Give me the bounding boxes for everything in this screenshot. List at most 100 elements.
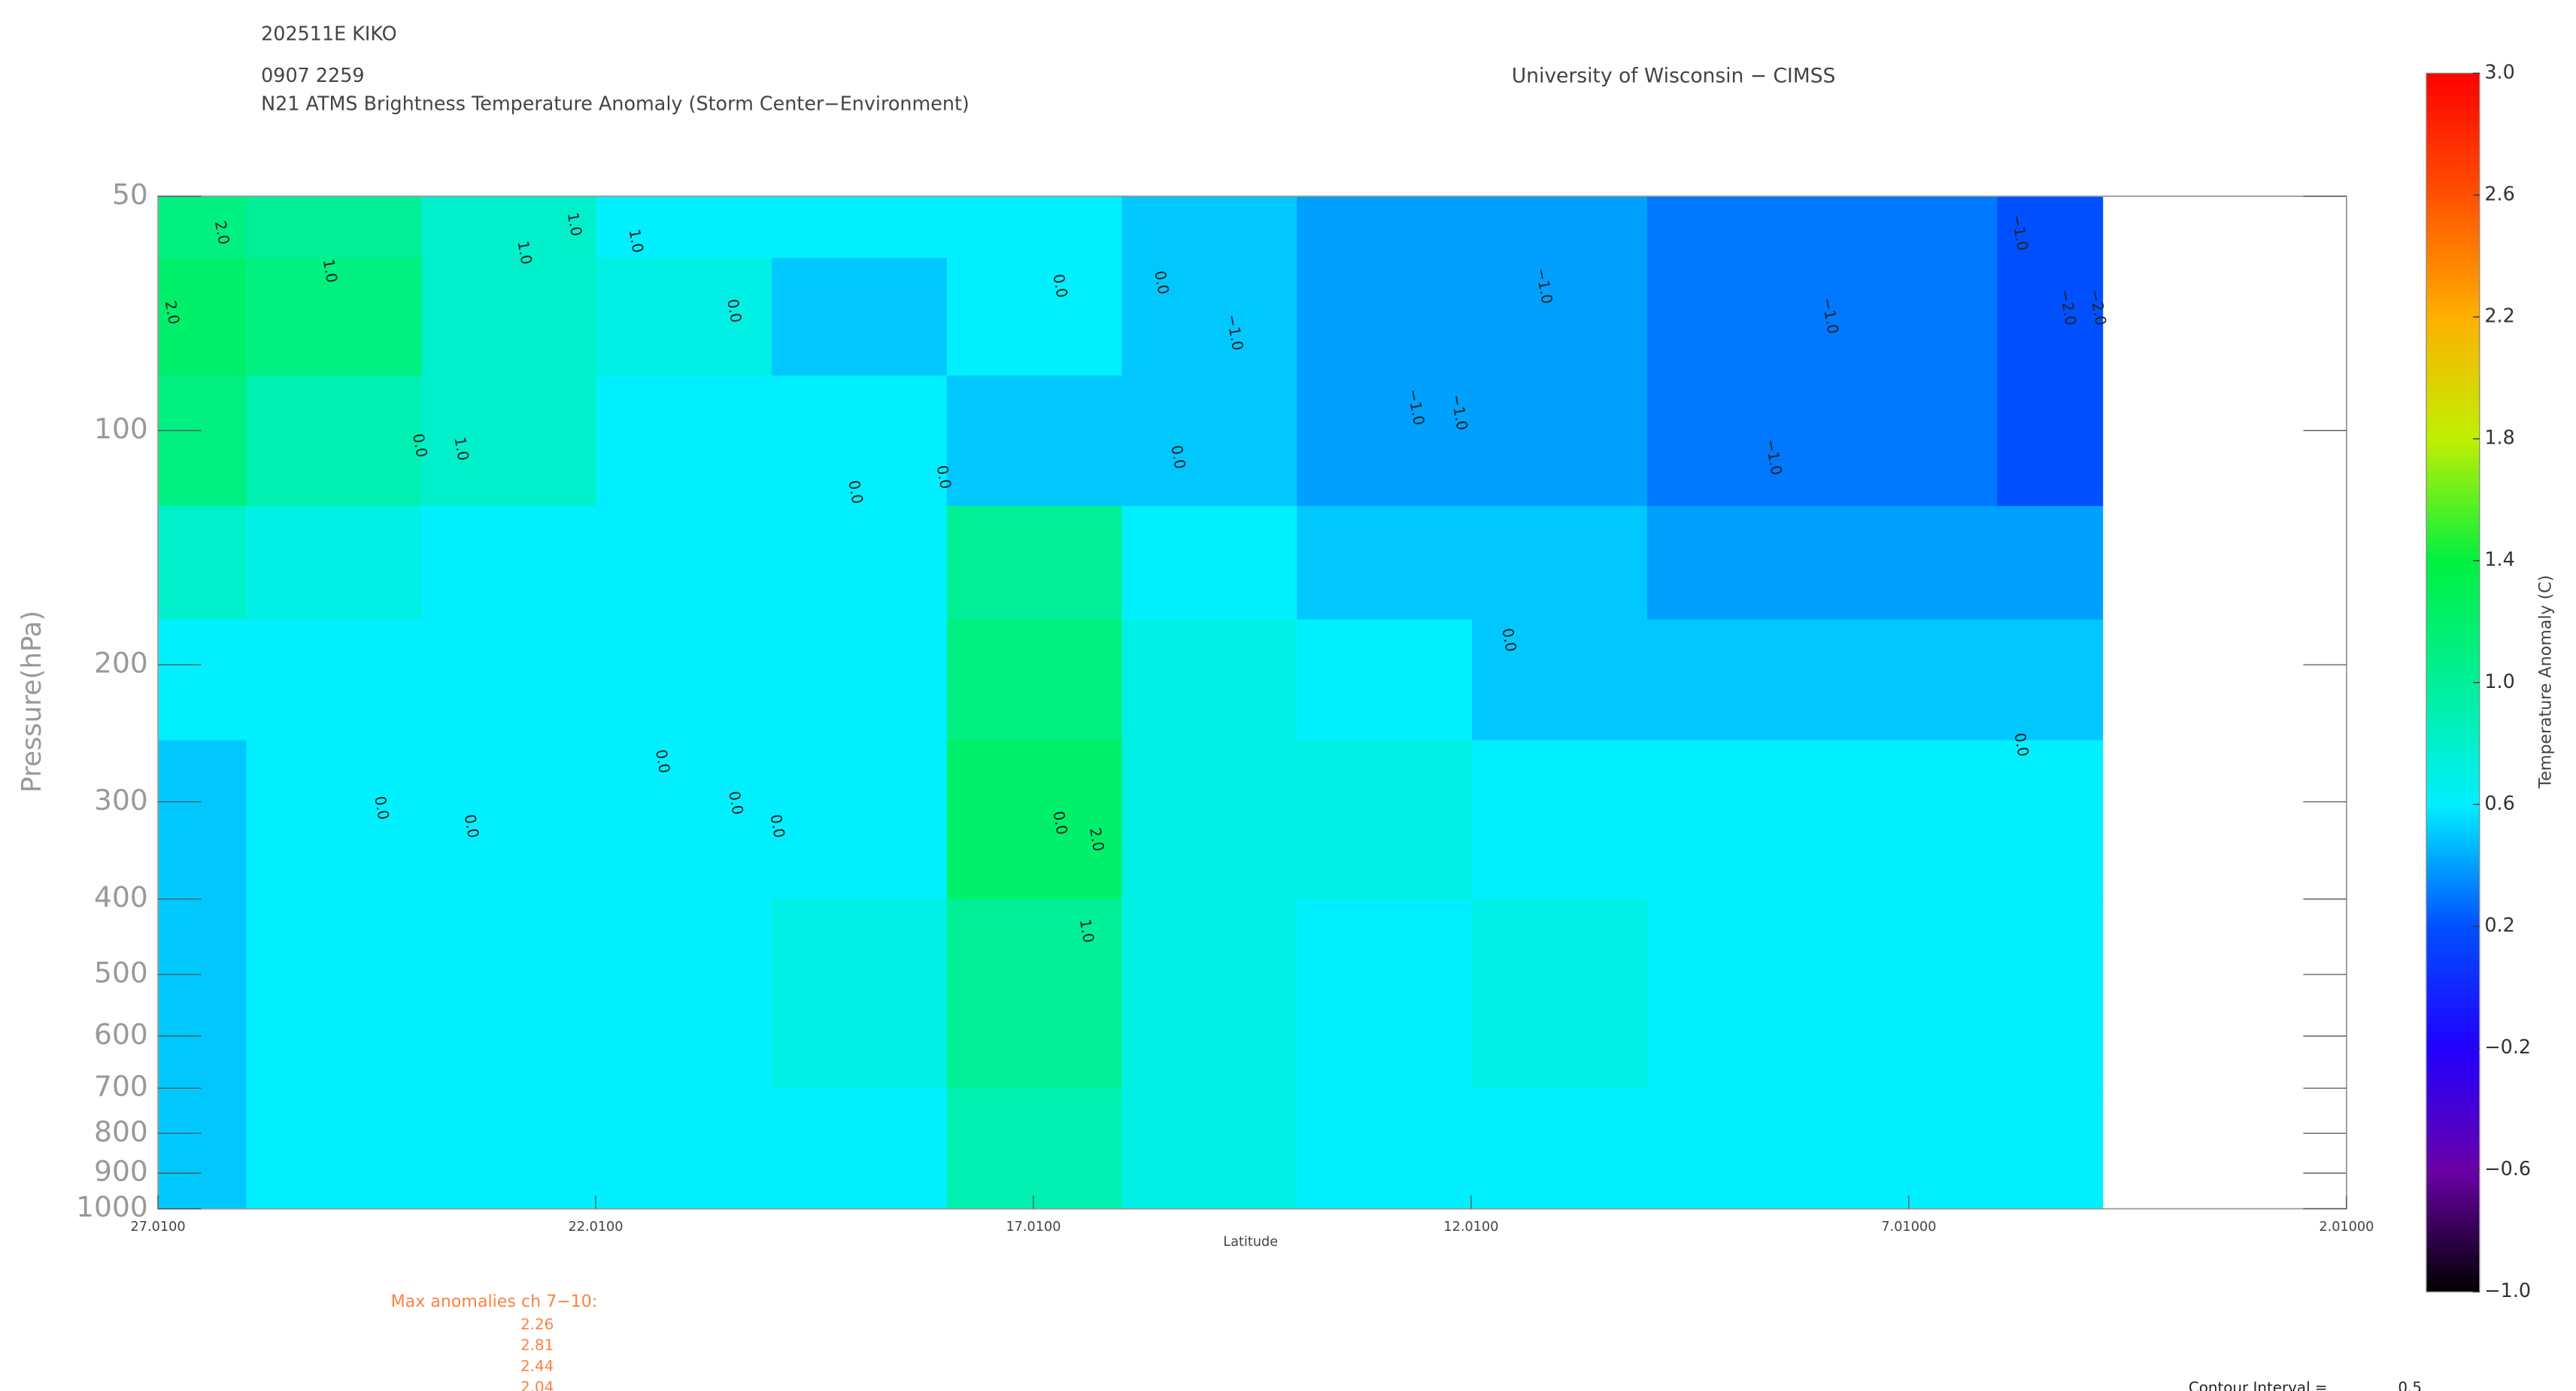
contour-cell: [1472, 1088, 1648, 1210]
contour-cell: [1121, 505, 1298, 621]
contour-cell: [596, 505, 773, 621]
y-tick-label: 300: [94, 783, 148, 817]
contour-cell: [1472, 620, 1648, 741]
contour-label: 1.0: [514, 239, 535, 265]
x-tick-label: 2.01000: [2319, 1220, 2374, 1235]
colorbar-tick-label: 3.0: [2484, 60, 2514, 83]
contour-label: 0.0: [409, 432, 430, 459]
contour-label: 1.0: [320, 258, 341, 284]
colorbar-tick-label: 1.4: [2484, 548, 2514, 571]
contour-cell: [246, 899, 423, 1089]
contour-cell: [1646, 257, 1823, 377]
contour-cell: [1297, 375, 1473, 507]
contour-cell: [1822, 375, 1998, 507]
contour-cell: [1121, 620, 1298, 741]
contour-field: [158, 196, 2104, 1210]
y-tick-label: 400: [94, 880, 148, 914]
contour-cell: [1997, 620, 2104, 741]
contour-cell: [771, 257, 948, 377]
contour-cell: [1822, 1088, 1998, 1210]
y-tick-label: 800: [94, 1115, 148, 1148]
contour-cell: [1997, 196, 2104, 259]
contour-cell: [946, 505, 1123, 621]
contour-cell: [771, 196, 948, 259]
contour-cell: [158, 375, 247, 507]
contour-cell: [596, 899, 773, 1089]
colorbar-tick-label: 1.0: [2484, 670, 2514, 692]
colorbar-tick-label: −0.6: [2484, 1157, 2531, 1180]
contour-cell: [421, 899, 598, 1089]
contour-cell: [421, 740, 598, 900]
colorbar-tick-label: 2.2: [2484, 305, 2514, 327]
contour-cell: [1646, 375, 1823, 507]
contour-label: 1.0: [451, 435, 472, 462]
colorbar-tick-label: −0.2: [2484, 1035, 2531, 1058]
y-tick-label: 900: [94, 1155, 148, 1188]
colorbar-tick-label: 0.2: [2484, 914, 2514, 936]
colorbar-tick-label: 2.6: [2484, 182, 2514, 205]
contour-cell: [771, 620, 948, 741]
contour-cell: [771, 375, 948, 507]
contour-cell: [1646, 1088, 1823, 1210]
contour-cell: [1297, 899, 1473, 1089]
contour-cell: [1472, 257, 1648, 377]
x-tick-label: 12.0100: [1443, 1220, 1498, 1235]
contour-cell: [1997, 505, 2104, 621]
contour-interval-label: Contour Interval =: [2189, 1379, 2328, 1391]
contour-label: 0.0: [1151, 269, 1172, 295]
contour-cell: [1121, 740, 1298, 900]
chart-title: N21 ATMS Brightness Temperature Anomaly …: [261, 92, 969, 114]
contour-label: 0.0: [933, 464, 954, 490]
contour-cell: [1822, 257, 1998, 377]
contour-label: 1.0: [626, 228, 647, 254]
contour-cell: [1297, 620, 1473, 741]
x-tick-label: 27.0100: [131, 1220, 186, 1235]
contour-cell: [596, 1088, 773, 1210]
max-anomaly: 2.26: [520, 1316, 554, 1333]
y-tick-label: 200: [94, 647, 148, 680]
contour-cell: [421, 620, 598, 741]
contour-label: 0.0: [845, 479, 866, 505]
contour-cell: [246, 1088, 423, 1210]
contour-label: 2.0: [162, 299, 183, 326]
contour-cell: [1472, 899, 1648, 1089]
contour-label: 1.0: [1076, 918, 1097, 944]
contour-cell: [946, 196, 1123, 259]
contour-cell: [1646, 505, 1823, 621]
colorbar-label: Temperature Anomaly (C): [2536, 575, 2556, 789]
contour-cell: [1297, 505, 1473, 621]
y-tick-label: 50: [112, 178, 148, 211]
contour-cell: [596, 196, 773, 259]
y-tick-label: 700: [94, 1070, 148, 1103]
contour-cell: [596, 740, 773, 900]
contour-label: 2.0: [211, 220, 232, 246]
contour-cell: [596, 620, 773, 741]
contour-cell: [1997, 257, 2104, 377]
contour-label: 0.0: [1049, 810, 1070, 836]
contour-cell: [246, 740, 423, 900]
contour-label: 0.0: [1049, 273, 1070, 299]
contour-cell: [158, 505, 247, 621]
contour-cell: [1297, 1088, 1473, 1210]
contour-cell: [1822, 196, 1998, 259]
contour-cell: [246, 620, 423, 741]
contour-label: 0.0: [724, 298, 745, 324]
y-axis-label: Pressure(hPa): [17, 611, 47, 792]
colorbar-tick-label: 1.8: [2484, 426, 2514, 449]
contour-cell: [1997, 740, 2104, 900]
contour-cell: [1121, 1088, 1298, 1210]
contour-cell: [158, 740, 247, 900]
contour-cell: [421, 505, 598, 621]
contour-cell: [596, 257, 773, 377]
contour-cell: [1822, 740, 1998, 900]
max-anomaly: 2.04: [520, 1378, 554, 1391]
contour-cell: [771, 505, 948, 621]
storm-id: 202511E KIKO: [261, 23, 397, 45]
max-anomalies-label: Max anomalies ch 7−10:: [391, 1292, 598, 1311]
contour-label: 2.0: [1086, 826, 1107, 853]
contour-cell: [1121, 196, 1298, 259]
contour-cell: [1121, 375, 1298, 507]
contour-label: 0.0: [652, 748, 673, 774]
colorbar-tick-label: −1.0: [2484, 1279, 2531, 1302]
